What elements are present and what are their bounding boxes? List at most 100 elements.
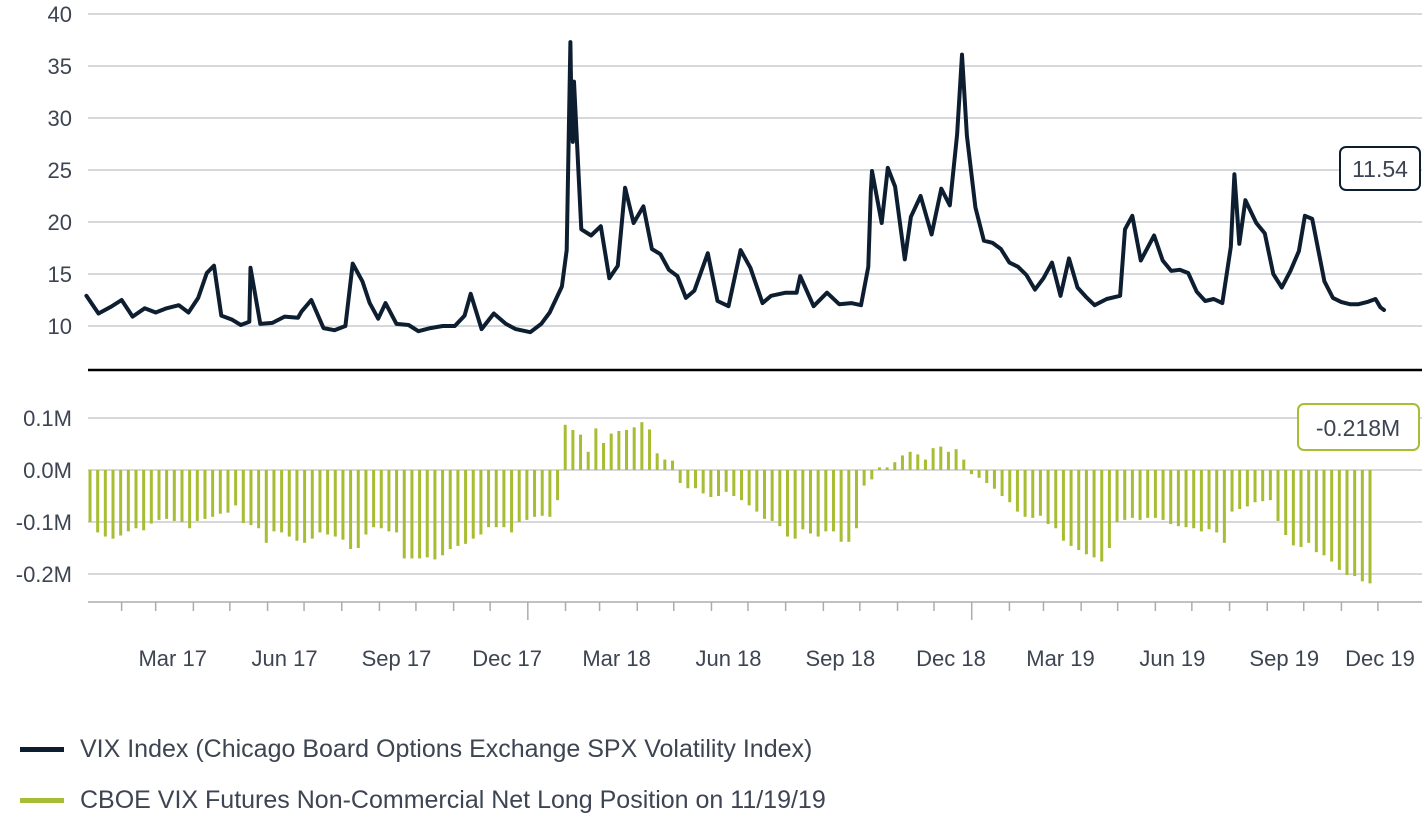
vix-y-tick-label: 15 xyxy=(48,262,72,287)
net-long-bar xyxy=(134,470,138,529)
net-long-bar xyxy=(1284,470,1288,535)
net-long-bar xyxy=(126,470,130,532)
net-long-bar xyxy=(1169,470,1173,525)
legend-swatch-net-long xyxy=(20,798,64,803)
net-long-bar xyxy=(655,453,659,470)
net-long-bar xyxy=(801,470,805,530)
net-long-bar xyxy=(1360,470,1364,582)
net-long-bar xyxy=(1138,470,1142,520)
net-long-bar xyxy=(1215,470,1219,533)
net-long-bar xyxy=(1146,470,1150,518)
net-long-bar xyxy=(594,428,598,470)
net-long-bar xyxy=(640,422,644,470)
net-long-bar xyxy=(341,470,345,540)
net-long-bar xyxy=(870,470,874,480)
net-long-bar xyxy=(1330,470,1334,562)
net-long-bar xyxy=(1115,470,1119,522)
net-long-bar xyxy=(303,470,307,543)
net-long-bar xyxy=(785,470,789,537)
position-y-tick-label: 0.0M xyxy=(23,458,72,483)
net-long-bar xyxy=(502,470,506,528)
net-long-bar xyxy=(824,470,828,532)
net-long-bar xyxy=(678,470,682,483)
net-long-bar xyxy=(356,470,360,548)
net-long-bar xyxy=(364,470,368,535)
net-long-bar xyxy=(471,470,475,539)
net-long-bar xyxy=(1061,470,1065,541)
net-long-bar xyxy=(257,470,261,529)
legend-label-vix: VIX Index (Chicago Board Options Exchang… xyxy=(80,735,813,763)
net-long-bar xyxy=(119,470,123,536)
net-long-bar xyxy=(425,470,429,558)
net-long-bar xyxy=(969,470,973,475)
x-tick-label: Dec 19 xyxy=(1345,646,1415,671)
net-long-bar xyxy=(287,470,291,537)
net-long-bar xyxy=(1161,470,1165,520)
net-long-bar xyxy=(494,470,498,528)
net-long-bar xyxy=(548,470,552,517)
net-long-bar xyxy=(1337,470,1341,570)
net-long-bar xyxy=(464,470,468,544)
net-long-bar xyxy=(939,446,943,470)
net-long-bar xyxy=(724,470,728,492)
net-long-bar xyxy=(1299,470,1303,547)
net-long-bar xyxy=(157,470,161,520)
net-long-bar xyxy=(625,429,629,470)
net-long-bar xyxy=(571,429,575,470)
net-long-bar xyxy=(1046,470,1050,525)
net-long-bar xyxy=(1038,470,1042,516)
net-long-bar xyxy=(954,449,958,470)
net-long-bar xyxy=(540,470,544,516)
net-long-bar xyxy=(1077,470,1081,551)
net-long-bar xyxy=(310,470,314,539)
net-long-bar xyxy=(1353,470,1357,577)
net-long-bar xyxy=(218,470,222,514)
net-long-bar xyxy=(1238,470,1242,509)
net-long-bar xyxy=(1092,470,1096,558)
net-long-bar xyxy=(900,455,904,470)
net-long-bar xyxy=(272,470,276,532)
vix-y-tick-label: 20 xyxy=(48,210,72,235)
net-long-bar xyxy=(234,470,238,506)
net-long-bar xyxy=(333,470,337,537)
vix-y-tick-label: 10 xyxy=(48,314,72,339)
net-long-bar xyxy=(211,470,215,517)
net-long-bar xyxy=(188,470,192,529)
net-long-bar xyxy=(410,470,414,559)
net-long-bar xyxy=(533,470,537,517)
net-long-bar xyxy=(1207,470,1211,530)
net-long-bar xyxy=(816,470,820,537)
net-long-bar xyxy=(847,470,851,542)
net-long-bar xyxy=(1176,470,1180,527)
net-long-bar xyxy=(1322,470,1326,556)
net-long-bar xyxy=(172,470,176,521)
net-long-bar xyxy=(180,470,184,522)
net-long-bar xyxy=(946,451,950,470)
net-long-bar xyxy=(717,470,721,496)
net-long-bar xyxy=(1261,470,1265,502)
net-long-bar xyxy=(793,470,797,539)
net-long-bar xyxy=(372,470,376,528)
net-long-bar xyxy=(1245,470,1249,507)
x-tick-label: Sep 18 xyxy=(806,646,876,671)
net-long-bar xyxy=(563,424,567,470)
net-long-bar xyxy=(609,433,613,470)
net-long-bar xyxy=(770,470,774,521)
net-long-bar xyxy=(318,470,322,533)
net-long-bar xyxy=(602,442,606,470)
net-long-bar xyxy=(839,470,843,542)
x-tick-label: Jun 18 xyxy=(695,646,761,671)
net-long-bar xyxy=(142,470,146,531)
net-long-bar xyxy=(326,470,330,535)
net-long-bar xyxy=(1291,470,1295,546)
legend-item-vix: VIX Index (Chicago Board Options Exchang… xyxy=(20,735,812,764)
position-last-value-box xyxy=(1297,403,1420,451)
net-long-bar xyxy=(862,470,866,486)
net-long-bar xyxy=(387,470,391,532)
net-long-bar xyxy=(854,470,858,529)
x-tick-label: Sep 19 xyxy=(1249,646,1319,671)
net-long-bar xyxy=(264,470,268,543)
net-long-bar xyxy=(165,470,169,519)
net-long-bar xyxy=(648,429,652,470)
